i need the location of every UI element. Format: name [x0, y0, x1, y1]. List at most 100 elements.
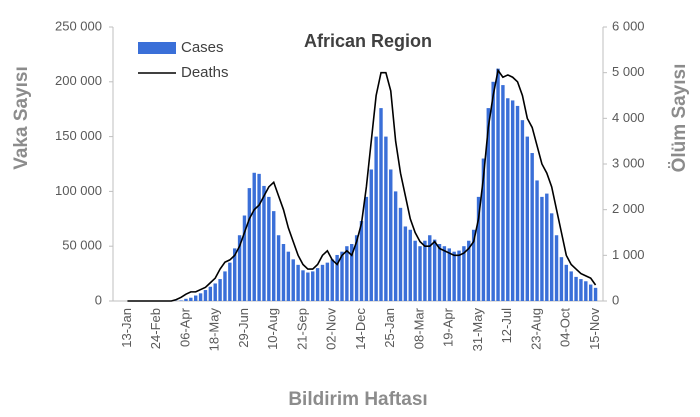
bar: [554, 235, 559, 301]
bar: [393, 191, 398, 301]
y2-tick-label: 3 000: [612, 155, 645, 170]
bar: [467, 240, 471, 301]
bar: [364, 196, 369, 301]
bar: [549, 213, 554, 301]
bar: [569, 271, 573, 301]
bar: [384, 136, 388, 301]
bar: [452, 251, 456, 301]
bar: [315, 268, 320, 301]
bar: [320, 264, 325, 301]
bar: [593, 287, 598, 301]
bar: [515, 105, 520, 301]
bar: [413, 240, 417, 301]
bar: [564, 264, 569, 301]
bar: [325, 262, 330, 301]
bar: [584, 281, 588, 301]
bar: [481, 158, 486, 301]
bar: [281, 244, 286, 301]
bar: [540, 196, 544, 301]
bar: [233, 248, 237, 301]
bar: [291, 259, 295, 301]
y2-tick-label: 6 000: [612, 18, 645, 33]
bar: [345, 246, 349, 301]
bar: [330, 259, 334, 301]
y-tick-label: 200 000: [55, 73, 102, 88]
y-tick-label: 0: [95, 292, 102, 307]
bar: [272, 211, 276, 301]
bar: [374, 136, 378, 301]
x-tick-label: 10-Aug: [265, 308, 280, 350]
y2-tick-label: 4 000: [612, 110, 645, 125]
bar: [442, 246, 447, 301]
bar: [530, 153, 534, 301]
bar: [579, 279, 583, 301]
y2-tick-label: 1 000: [612, 247, 645, 262]
x-tick-label: 21-Sep: [294, 308, 309, 350]
x-tick-label: 12-Jul: [499, 308, 514, 344]
y2-axis-title: Ölüm Sayısı: [669, 64, 690, 173]
y2-tick-label: 2 000: [612, 201, 645, 216]
x-tick-label: 15-Nov: [587, 308, 602, 350]
y-tick-label: 100 000: [55, 183, 102, 198]
bar: [228, 262, 232, 301]
bar: [462, 246, 466, 301]
bar: [184, 298, 188, 301]
bar: [432, 239, 437, 301]
bar: [257, 173, 261, 301]
bar: [198, 293, 203, 301]
x-tick-label: 13-Jan: [119, 308, 134, 348]
bar: [193, 295, 198, 301]
bar: [403, 226, 408, 301]
bar: [350, 244, 354, 301]
y-tick-label: 50 000: [62, 238, 102, 253]
x-tick-label: 31-May: [470, 308, 485, 352]
bar: [559, 257, 564, 301]
y-axis-title: Vaka Sayısı: [11, 66, 32, 170]
x-tick-label: 08-Mar: [411, 307, 426, 349]
bar: [574, 276, 578, 301]
bar: [262, 185, 266, 301]
y2-tick-label: 5 000: [612, 64, 645, 79]
bar: [447, 248, 451, 301]
bar: [510, 100, 515, 301]
bar: [476, 196, 481, 301]
bar: [457, 250, 461, 301]
bar: [486, 108, 490, 301]
x-tick-label: 24-Feb: [148, 308, 163, 349]
bar: [428, 235, 432, 301]
bar: [286, 251, 291, 301]
bar: [276, 235, 281, 301]
bar: [496, 68, 500, 301]
bar: [335, 254, 339, 301]
x-tick-label: 06-Apr: [177, 307, 192, 347]
bar: [242, 215, 247, 301]
bar: [437, 244, 442, 301]
bar: [369, 169, 373, 301]
bar: [545, 193, 549, 301]
legend-swatch: [138, 42, 176, 54]
x-tick-label: 02-Nov: [324, 308, 339, 350]
bar: [306, 272, 310, 301]
bar: [203, 290, 208, 301]
x-tick-label: 25-Jan: [382, 308, 397, 348]
bar: [189, 297, 193, 301]
bar: [237, 235, 242, 301]
y-tick-label: 250 000: [55, 18, 102, 33]
line: [127, 68, 597, 302]
x-tick-label: 18-May: [207, 308, 222, 352]
bar: [506, 98, 510, 302]
chart-title: African Region: [304, 31, 432, 51]
x-tick-label: 04-Oct: [558, 308, 573, 347]
bar: [247, 188, 252, 301]
bar: [267, 196, 271, 301]
bar: [418, 246, 422, 301]
bar: [491, 81, 495, 301]
x-tick-label: 23-Aug: [528, 308, 543, 350]
bar: [520, 120, 525, 301]
bar: [389, 169, 393, 301]
bar: [252, 172, 256, 301]
legend-label: Deaths: [181, 64, 229, 81]
bar: [301, 270, 305, 301]
bar: [423, 240, 427, 301]
